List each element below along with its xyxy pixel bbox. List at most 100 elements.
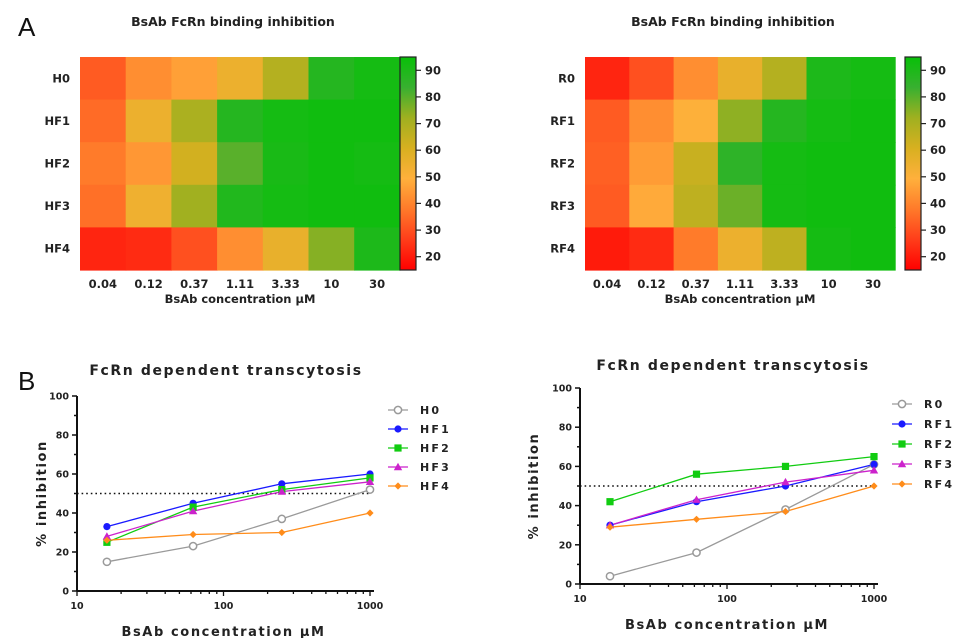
heatmap-cell	[806, 227, 852, 271]
y-tick-label: 80	[56, 431, 70, 442]
colorbar-tick-label: 50	[425, 170, 441, 184]
data-point	[781, 507, 790, 516]
heatmap-cell	[850, 142, 896, 186]
heatmap-cell	[585, 184, 630, 228]
heatmap-cell	[629, 142, 675, 186]
heatmap-row-label: RF2	[550, 157, 575, 171]
colorbar-tick-label: 20	[930, 250, 946, 264]
y-tick-label: 60	[559, 462, 573, 473]
heatmap-col-label: 0.12	[134, 277, 162, 291]
heatmap-title: BsAb FcRn binding inhibition	[631, 14, 835, 29]
panel-label-a: A	[18, 12, 36, 42]
y-tick-label: 100	[49, 392, 69, 403]
heatmap-cell	[80, 99, 127, 143]
data-point	[898, 480, 906, 488]
heatmap-cell	[217, 184, 264, 228]
colorbar-tick-label: 30	[930, 223, 946, 237]
heatmap-col-label: 1.11	[726, 277, 754, 291]
data-point	[898, 440, 906, 448]
data-point	[366, 509, 374, 517]
colorbar-tick-label: 70	[930, 117, 946, 131]
data-point	[394, 425, 402, 433]
heatmap-cell	[125, 99, 172, 143]
data-point	[606, 498, 614, 506]
x-tick-label: 10	[573, 594, 587, 605]
data-point	[277, 487, 286, 495]
heatmap-cell	[125, 227, 172, 271]
data-point	[394, 444, 402, 452]
line-chart-title: FcRn dependent transcytosis	[596, 358, 869, 374]
heatmap-cell	[308, 142, 355, 186]
series-line	[609, 485, 875, 528]
data-point	[103, 536, 111, 544]
legend-label: H0	[420, 404, 441, 417]
colorbar-tick-label: 60	[930, 143, 946, 157]
heatmap-cell	[629, 227, 675, 271]
legend-label: RF1	[924, 418, 954, 431]
heatmap-cell	[585, 227, 630, 271]
heatmap-col-label: 0.12	[637, 277, 665, 291]
heatmap-cell	[262, 142, 310, 186]
transcytosis-chart-r: FcRn dependent transcytosis 0 20 40 60 80 100 1…	[527, 358, 954, 633]
heatmap-title: BsAb FcRn binding inhibition	[131, 14, 335, 29]
data-point	[870, 453, 878, 461]
data-point	[102, 532, 112, 540]
x-axis-label: BsAb concentration µM	[121, 625, 325, 638]
heatmap-cell	[585, 142, 630, 186]
data-point	[188, 541, 198, 551]
series-line	[106, 477, 371, 543]
data-point	[277, 514, 287, 524]
heatmap-cell	[629, 184, 675, 228]
colorbar-tick-label: 70	[425, 117, 441, 131]
heatmap-cell	[217, 142, 264, 186]
x-tick-label: 1000	[861, 594, 888, 605]
heatmap-r-series: BsAb FcRn binding inhibition R0 RF1 RF2 RF3 R…	[550, 14, 946, 306]
heatmap-cell	[262, 57, 310, 101]
data-point	[393, 405, 403, 415]
heatmap-cell	[354, 57, 401, 101]
series-line	[106, 488, 371, 563]
legend-label: RF2	[924, 438, 954, 451]
y-tick-label: 80	[559, 423, 573, 434]
heatmap-cell	[762, 227, 808, 271]
heatmap-cell	[80, 142, 127, 186]
heatmap-cell	[850, 99, 896, 143]
heatmap-col-label: 3.33	[271, 277, 299, 291]
heatmap-cell	[308, 99, 355, 143]
colorbar-tick-label: 40	[425, 196, 441, 210]
heatmap-col-label: 30	[369, 277, 385, 291]
data-point	[278, 528, 286, 537]
heatmap-cell	[171, 99, 218, 143]
heatmap-cell	[262, 99, 310, 143]
heatmap-row-label: HF4	[45, 242, 70, 256]
heatmap-x-axis-label: BsAb concentration µM	[165, 292, 316, 306]
data-point	[394, 482, 402, 490]
panel-label-b: B	[18, 366, 35, 396]
heatmap-cell	[806, 57, 852, 101]
transcytosis-chart-h: FcRn dependent transcytosis 0 20 40 60 80 100 1…	[35, 363, 449, 638]
heatmap-col-label: 30	[865, 277, 881, 291]
heatmap-cell	[217, 99, 264, 143]
heatmap-row-label: RF3	[550, 199, 575, 213]
heatmap-cell	[171, 184, 218, 228]
heatmap-cell	[673, 184, 719, 228]
heatmap-cell	[354, 227, 401, 271]
legend-label: RF4	[924, 478, 954, 491]
heatmap-cell	[717, 57, 763, 101]
heatmap-cell	[354, 99, 401, 143]
colorbar-tick-label: 50	[930, 170, 946, 184]
heatmap-cell	[762, 142, 808, 186]
y-tick-label: 60	[56, 470, 70, 481]
series-line	[609, 463, 875, 526]
heatmap-cell	[762, 184, 808, 228]
data-point	[605, 571, 615, 581]
legend-label: R0	[924, 398, 945, 411]
heatmap-col-label: 3.33	[770, 277, 798, 291]
y-tick-label: 0	[62, 587, 69, 598]
heatmap-col-label: 0.37	[180, 277, 208, 291]
colorbar-tick-label: 90	[425, 63, 441, 77]
y-axis-label: % inhibition	[35, 440, 50, 547]
heatmap-cell	[717, 227, 763, 271]
data-point	[897, 399, 907, 409]
heatmap-cell	[125, 57, 172, 101]
